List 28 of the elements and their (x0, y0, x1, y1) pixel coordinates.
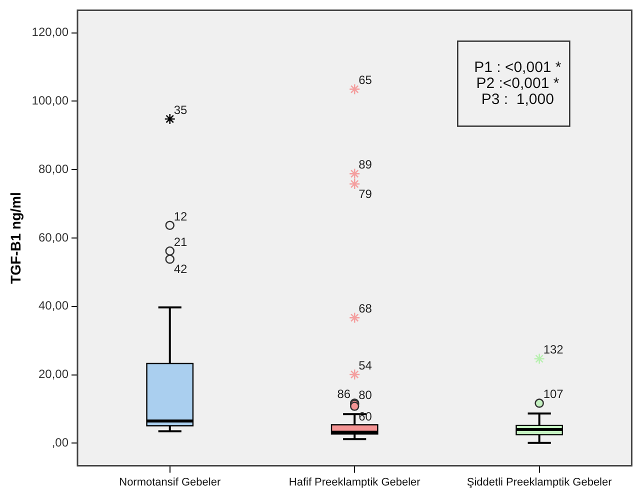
annotation: 80 (358, 388, 372, 402)
annotation: 42 (174, 262, 188, 276)
y-tick-label: 20,00 (38, 367, 69, 382)
annotation: P1 : <0,001 * (474, 58, 562, 76)
y-tick-label: 40,00 (38, 298, 69, 313)
annotation: 60 (358, 409, 372, 424)
annotation: 86 (337, 387, 351, 402)
x-tick-label: Hafif Preeklamptik Gebeler (288, 476, 421, 488)
annotation: 12 (174, 209, 188, 224)
x-tick-label: Şiddetli Preeklamptik Gebeler (466, 476, 612, 488)
annotation: 107 (543, 387, 564, 402)
annotation: P2 :<0,001 * (476, 74, 560, 92)
y-tick-label: 100,00 (32, 93, 69, 108)
annotation: 89 (358, 158, 372, 172)
y-tick-label: 120,00 (32, 25, 69, 40)
annotation: P3 : 1,000 (481, 90, 554, 108)
annotation: 35 (174, 102, 188, 117)
y-tick-label: 80,00 (38, 162, 69, 176)
x-tick-label: Normotansif Gebeler (119, 476, 221, 488)
annotation: 21 (174, 235, 188, 249)
y-tick-label: ,00 (52, 436, 69, 450)
annotation: 79 (358, 186, 372, 201)
annotation: 132 (543, 342, 564, 357)
annotation: 54 (358, 358, 372, 372)
annotation: 68 (358, 302, 372, 316)
annotation: 65 (358, 73, 372, 88)
y-tick-label: 60,00 (38, 230, 69, 244)
y-axis-title: TGF-B1 ng/ml (7, 192, 24, 284)
